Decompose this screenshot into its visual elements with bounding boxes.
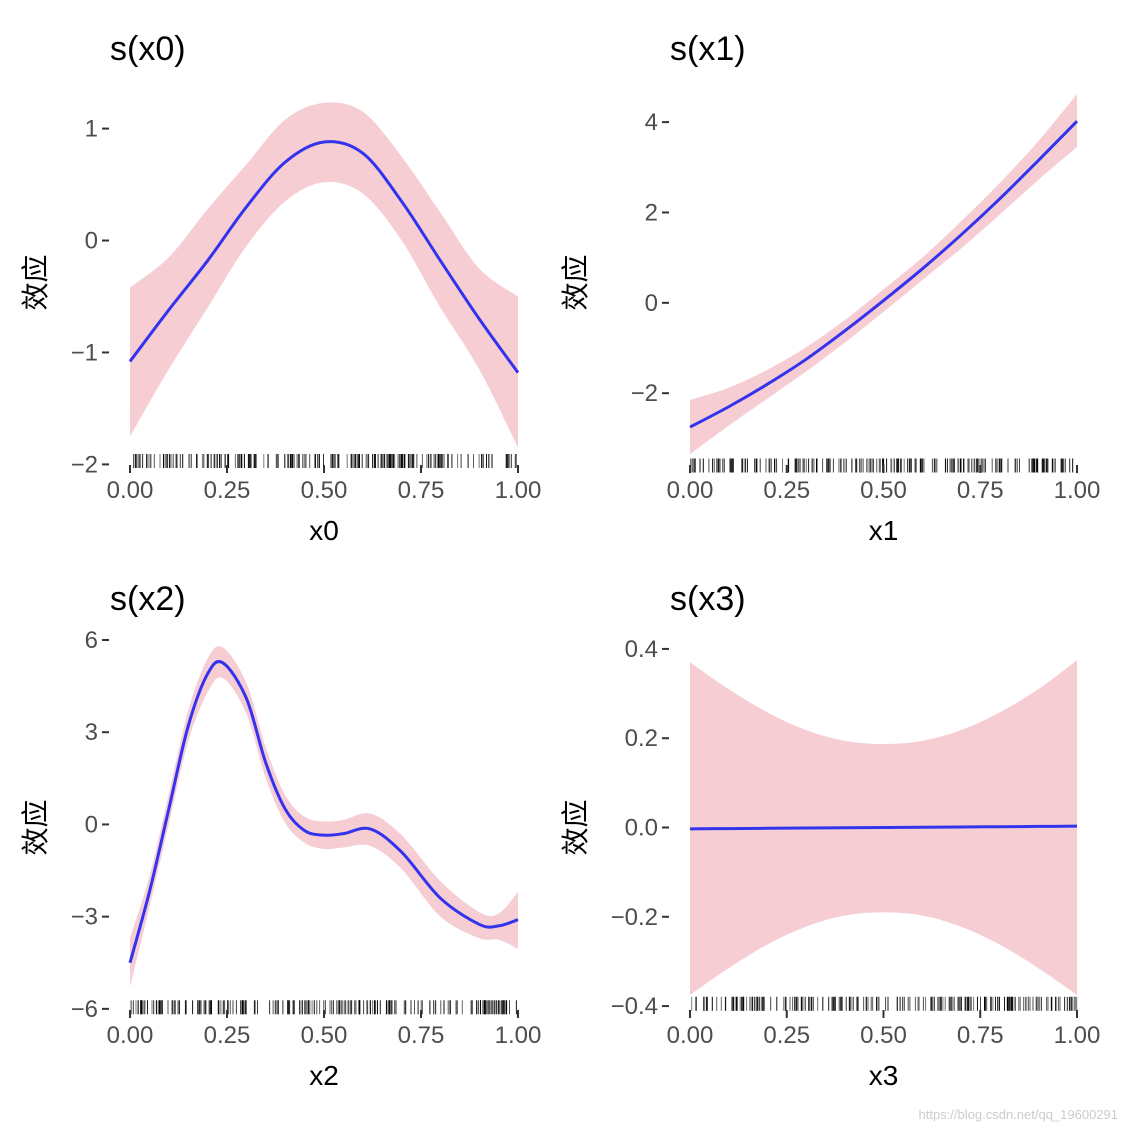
- panel-1: s(x1) −2 0 2 4 0.00 0.25 0.50 0.75 1.00 x1 效应: [559, 30, 1100, 546]
- y-axis-title: 效应: [19, 254, 52, 310]
- y-tick-label: 3: [85, 719, 98, 746]
- y-tick-label: 0: [645, 290, 658, 317]
- rug: [691, 996, 1078, 1011]
- y-tick-label: 0.0: [625, 815, 658, 842]
- y-tick-label: 0.2: [625, 725, 658, 752]
- y-tick-label: −1: [71, 339, 98, 366]
- x-axis-title: x1: [869, 515, 899, 546]
- x-tick-label: 1.00: [495, 477, 542, 504]
- y-tick-label: 0: [85, 228, 98, 255]
- x-tick-label: 0.75: [957, 477, 1004, 504]
- x-tick-label: 0.25: [204, 477, 251, 504]
- y-tick-label: 0.4: [625, 636, 658, 663]
- smooth-fit-line: [128, 140, 520, 374]
- y-tick-label: 1: [85, 116, 98, 143]
- y-tick-label: 2: [645, 199, 658, 226]
- x-tick-label: 0.75: [398, 477, 445, 504]
- x-tick-label: 0.50: [860, 477, 907, 504]
- y-tick-label: −3: [71, 904, 98, 931]
- x-tick-label: 0.25: [763, 1022, 810, 1049]
- confidence-band: [690, 94, 1077, 455]
- y-tick-label: −6: [71, 996, 98, 1023]
- x-tick-label: 0.50: [301, 1022, 348, 1049]
- x-tick-label: 1.00: [495, 1022, 542, 1049]
- panel-3: s(x3) −0.4 −0.2 0.0 0.2 0.4 0.00 0.25 0.50 0.75 1.…: [559, 580, 1100, 1091]
- y-tick-label: −0.2: [611, 904, 658, 931]
- confidence-band: [130, 646, 518, 988]
- smooth-fit-line: [689, 120, 1079, 429]
- x-tick-label: 0.00: [107, 1022, 154, 1049]
- x-tick-label: 1.00: [1054, 1022, 1101, 1049]
- confidence-band: [130, 102, 518, 448]
- x-tick-label: 0.75: [398, 1022, 445, 1049]
- watermark: https://blog.csdn.net/qq_19600291: [918, 1107, 1119, 1122]
- x-tick-label: 0.75: [957, 1022, 1004, 1049]
- x-axis-title: x2: [309, 1060, 339, 1091]
- panel-title: s(x1): [670, 30, 746, 68]
- rug: [133, 454, 517, 468]
- y-tick-label: 0: [85, 811, 98, 838]
- x-tick-label: 0.25: [763, 477, 810, 504]
- y-tick-label: −2: [71, 451, 98, 478]
- x-tick-label: 0.00: [107, 477, 154, 504]
- panel-0: s(x0) −2 −1 0 1 0.00 0.25 0.50 0.75 1.00 x0 效应: [19, 30, 541, 546]
- panel-title: s(x3): [670, 580, 746, 618]
- y-tick-label: 6: [85, 627, 98, 654]
- x-tick-label: 0.50: [301, 477, 348, 504]
- y-axis-title: 效应: [559, 799, 592, 855]
- x-tick-label: 0.00: [667, 1022, 714, 1049]
- x-tick-label: 0.25: [204, 1022, 251, 1049]
- rug: [130, 1000, 517, 1015]
- x-tick-label: 1.00: [1054, 477, 1101, 504]
- rug: [690, 458, 1074, 473]
- panel-title: s(x2): [110, 580, 186, 618]
- x-tick-label: 0.50: [860, 1022, 907, 1049]
- y-tick-label: 4: [645, 109, 658, 136]
- x-axis-title: x0: [309, 515, 339, 546]
- y-axis-title: 效应: [19, 799, 52, 855]
- smooth-fit-line: [689, 824, 1078, 831]
- y-tick-label: −2: [631, 380, 658, 407]
- smooth-fit-line: [128, 660, 519, 964]
- y-axis-title: 效应: [559, 254, 592, 310]
- y-tick-label: −0.4: [611, 993, 658, 1020]
- panel-title: s(x0): [110, 30, 186, 68]
- x-axis-title: x3: [869, 1060, 899, 1091]
- panel-2: s(x2) −6 −3 0 3 6 0.00 0.25 0.50 0.75 1.00 x2 效应: [19, 580, 541, 1091]
- x-tick-label: 0.00: [667, 477, 714, 504]
